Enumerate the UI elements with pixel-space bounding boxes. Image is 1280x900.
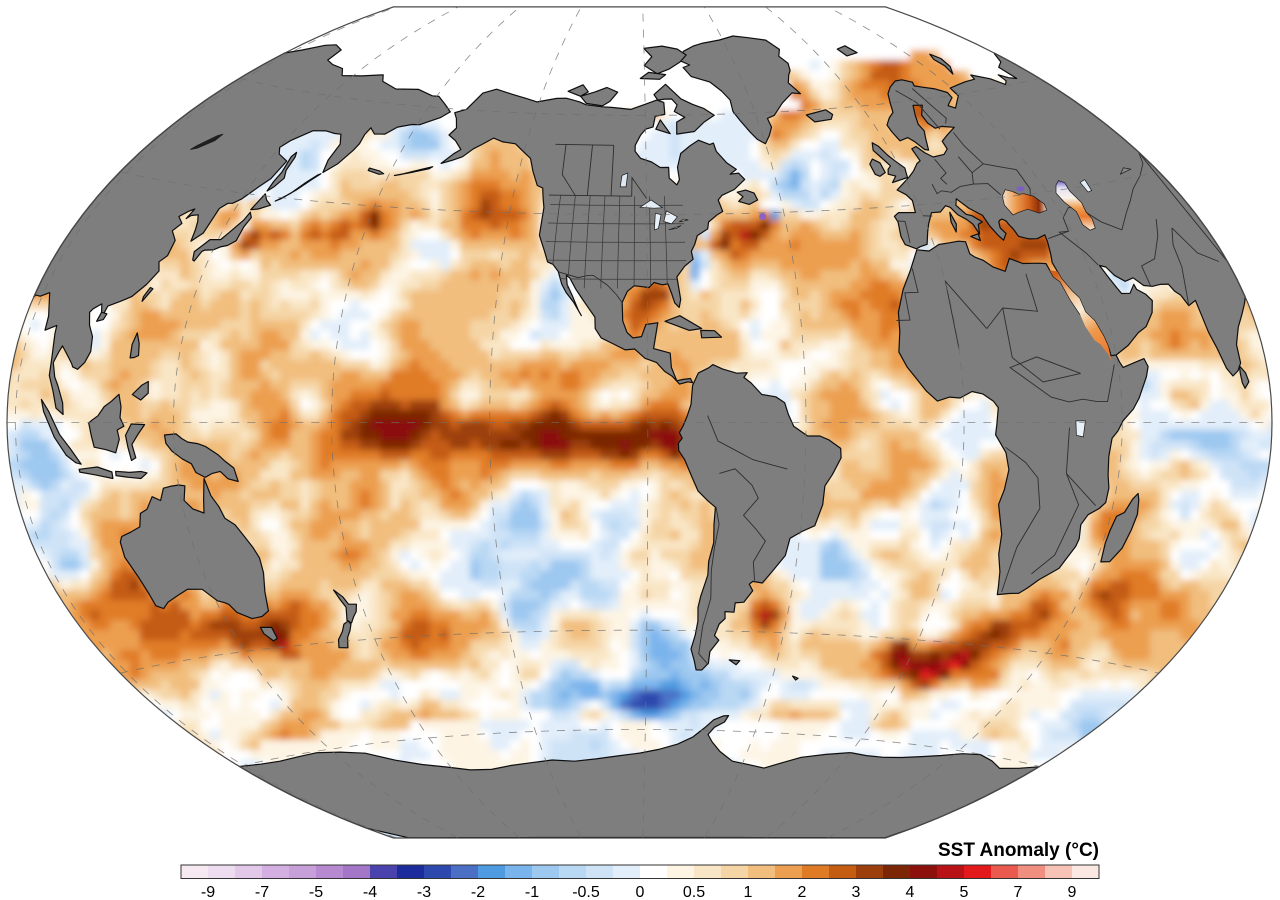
svg-text:3: 3 [852, 884, 861, 900]
svg-text:-7: -7 [255, 884, 269, 900]
svg-text:-0.5: -0.5 [572, 884, 600, 900]
svg-text:7: 7 [1014, 884, 1023, 900]
svg-text:9: 9 [1068, 884, 1077, 900]
svg-text:-2: -2 [471, 884, 485, 900]
svg-text:SST Anomaly (°C): SST Anomaly (°C) [938, 840, 1099, 861]
svg-text:-3: -3 [417, 884, 431, 900]
svg-text:-4: -4 [363, 884, 377, 900]
svg-text:0: 0 [636, 884, 645, 900]
svg-text:5: 5 [960, 884, 969, 900]
svg-text:-9: -9 [201, 884, 215, 900]
svg-text:2: 2 [798, 884, 807, 900]
svg-text:0.5: 0.5 [683, 884, 705, 900]
svg-text:4: 4 [906, 884, 915, 900]
svg-text:-5: -5 [309, 884, 323, 900]
svg-text:1: 1 [744, 884, 753, 900]
svg-text:-1: -1 [525, 884, 539, 900]
